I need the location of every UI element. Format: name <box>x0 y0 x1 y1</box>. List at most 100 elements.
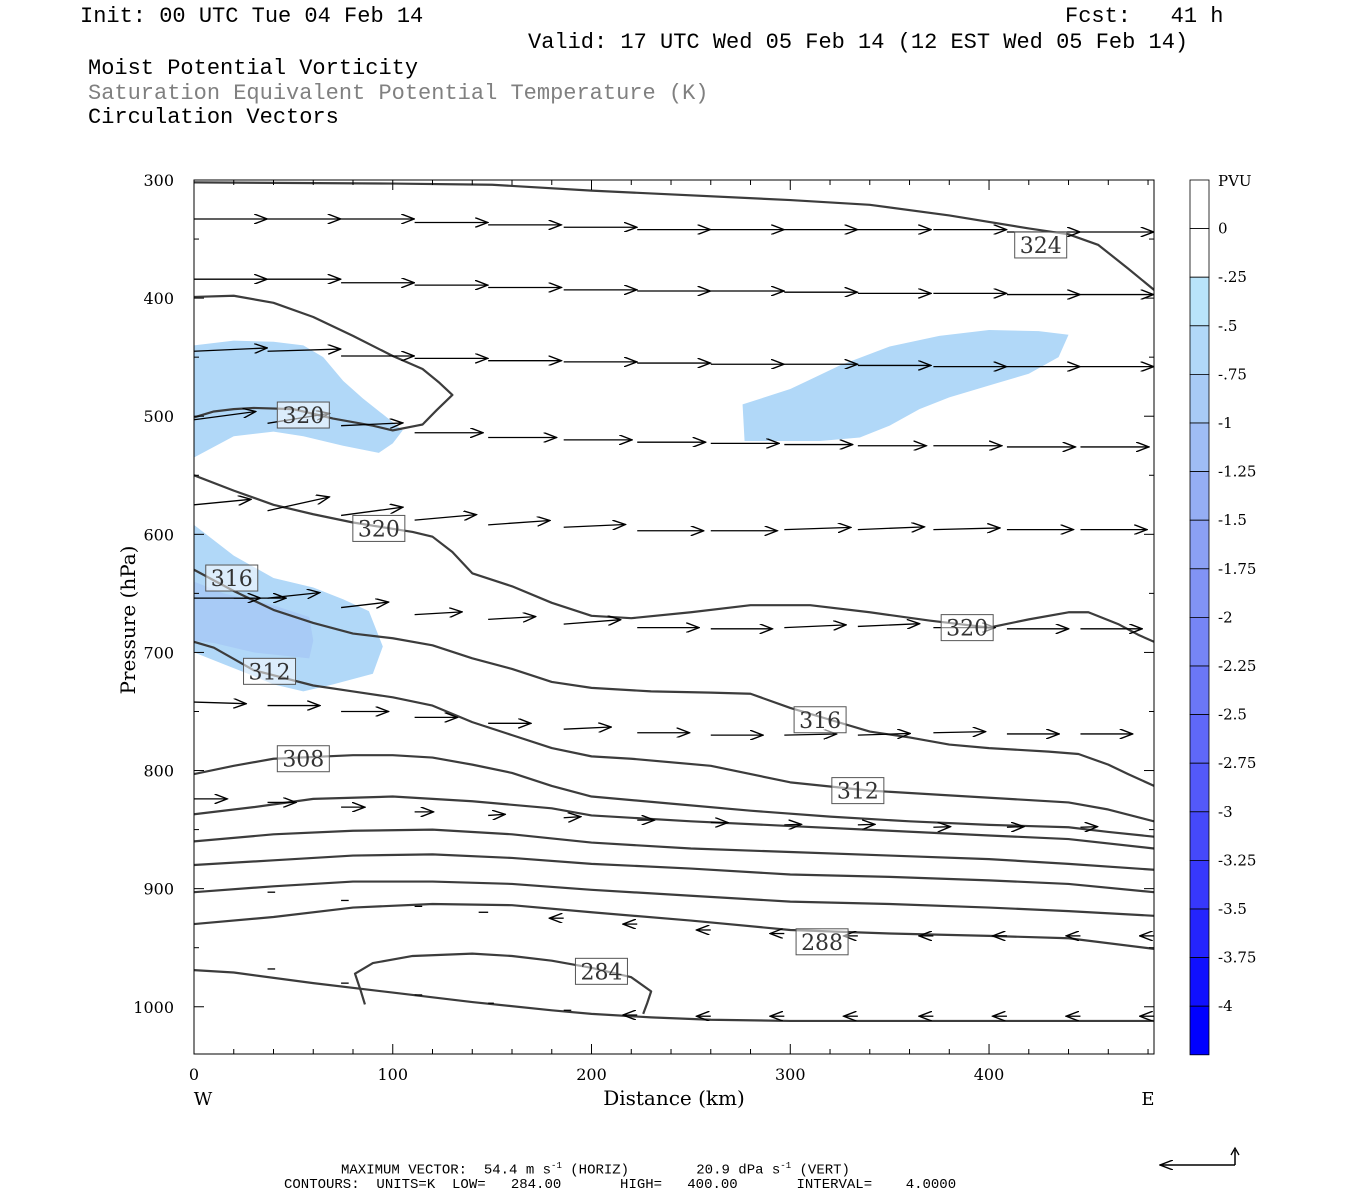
colorbar-label-4: -1 <box>1218 414 1233 432</box>
svg-text:320: 320 <box>946 617 988 642</box>
svg-text:324: 324 <box>1020 234 1062 259</box>
x-tick-label-4: 400 <box>974 1065 1005 1084</box>
colorbar-swatch-15 <box>1189 908 1210 958</box>
contour-labels: 324 320 320 316 320 312 316 308 312 288 284 <box>205 231 1068 985</box>
contour-label-5: 312 <box>243 657 297 685</box>
x-tick-label-1: 100 <box>377 1065 408 1084</box>
svg-text:284: 284 <box>580 960 622 985</box>
colorbar-label-7: -1.75 <box>1218 560 1256 578</box>
vector-67 <box>267 593 320 599</box>
theta-contour-4 <box>194 640 1154 823</box>
contour-label-10: 284 <box>574 957 628 985</box>
colorbar-swatch-3 <box>1189 325 1210 375</box>
colorbar-label-10: -2.5 <box>1218 706 1247 724</box>
x-tick-label-3: 300 <box>775 1065 806 1084</box>
vector-57 <box>563 524 626 527</box>
x-axis-east-label: E <box>1141 1089 1154 1110</box>
axes: 300 400 500 600 700 800 900 1000 0 100 200 300 400 <box>133 171 1154 1084</box>
theta-contour-6 <box>194 795 1154 850</box>
theta-contour-5 <box>194 754 1154 838</box>
colorbar-label-13: -3.25 <box>1218 851 1256 869</box>
pv-region-3 <box>194 581 314 659</box>
plot-frame <box>193 179 1155 1055</box>
vector-71 <box>563 620 621 624</box>
theta-contour-3 <box>194 568 1154 787</box>
svg-text:316: 316 <box>799 709 841 734</box>
vector-55 <box>414 515 477 521</box>
vector-79 <box>194 702 246 704</box>
theta-contour-0 <box>194 181 1154 291</box>
colorbar-label-15: -3.75 <box>1218 949 1256 967</box>
forecast-hour: Fcst: 41 h <box>1065 4 1224 29</box>
theta-contour-10 <box>194 902 1154 950</box>
vector-62 <box>933 528 1000 530</box>
vector-88 <box>857 733 910 735</box>
theta-contour-12 <box>353 952 653 1015</box>
x-tick-label-2: 200 <box>576 1065 607 1084</box>
pv-region-0 <box>194 340 403 458</box>
vector-39 <box>194 412 256 421</box>
y-tick-label-3: 600 <box>143 525 174 544</box>
colorbar-label-1: -.25 <box>1218 268 1247 286</box>
contour-label-1: 320 <box>276 401 330 429</box>
svg-text:320: 320 <box>358 517 400 542</box>
svg-text:308: 308 <box>282 748 324 773</box>
pv-region-1 <box>742 329 1069 442</box>
theta-contour-1 <box>194 294 454 432</box>
vector-101 <box>857 824 875 825</box>
svg-text:312: 312 <box>249 660 291 685</box>
colorbar-label-14: -3.5 <box>1218 900 1247 918</box>
svg-text:312: 312 <box>837 780 879 805</box>
vector-97 <box>563 817 581 818</box>
vector-54 <box>340 507 403 517</box>
vector-104 <box>1080 827 1097 828</box>
svg-text:316: 316 <box>211 567 253 592</box>
vector-102 <box>933 827 950 828</box>
colorbar-swatch-9 <box>1189 617 1210 667</box>
vector-52 <box>194 499 251 505</box>
contour-label-9: 288 <box>795 928 849 956</box>
colorbar-swatch-11 <box>1189 714 1210 764</box>
vector-70 <box>488 617 536 620</box>
colorbar-swatch-2 <box>1189 276 1210 327</box>
colorbar-label-16: -4 <box>1218 997 1233 1015</box>
contour-label-7: 308 <box>276 745 330 773</box>
vector-84 <box>563 727 612 729</box>
vector-68 <box>341 602 389 608</box>
colorbar-swatch-17 <box>1189 1005 1210 1056</box>
colorbar-swatch-4 <box>1189 373 1210 424</box>
colorbar-label-12: -3 <box>1218 803 1233 821</box>
colorbar-swatch-5 <box>1189 422 1210 472</box>
field-title-vectors: Circulation Vectors <box>88 105 339 130</box>
contour-label-8: 312 <box>831 777 885 805</box>
valid-time: Valid: 17 UTC Wed 05 Feb 14 (12 EST Wed … <box>528 30 1189 55</box>
contour-label-2: 320 <box>352 514 406 542</box>
vector-87 <box>784 734 836 735</box>
vector-26 <box>194 348 267 351</box>
colorbar-swatch-0 <box>1189 179 1210 229</box>
y-tick-label-5: 800 <box>143 762 174 781</box>
vector-96 <box>488 814 505 815</box>
vector-75 <box>857 624 920 627</box>
colorbar-swatch-1 <box>1189 228 1210 278</box>
svg-text:320: 320 <box>282 404 324 429</box>
colorbar-label-2: -.5 <box>1218 317 1237 335</box>
contour-label-6: 316 <box>793 706 847 734</box>
reference-vector <box>1160 1146 1240 1165</box>
vector-69 <box>414 612 463 615</box>
colorbar-swatch-8 <box>1189 568 1210 618</box>
pv-shading <box>194 329 1069 692</box>
colorbar-swatch-13 <box>1189 811 1210 861</box>
vector-41 <box>341 423 403 426</box>
colorbar-swatch-7 <box>1189 519 1210 570</box>
colorbar-swatch-16 <box>1189 957 1210 1007</box>
colorbar-label-3: -.75 <box>1218 365 1247 383</box>
theta-contour-9 <box>194 880 1154 917</box>
y-tick-label-0: 300 <box>143 171 174 190</box>
vector-74 <box>784 625 846 628</box>
colorbar-label-0: 0 <box>1218 220 1228 238</box>
colorbar-label-6: -1.5 <box>1218 511 1247 529</box>
y-tick-label-6: 900 <box>143 880 174 899</box>
field-title-theta-es: Saturation Equivalent Potential Temperat… <box>88 81 709 106</box>
